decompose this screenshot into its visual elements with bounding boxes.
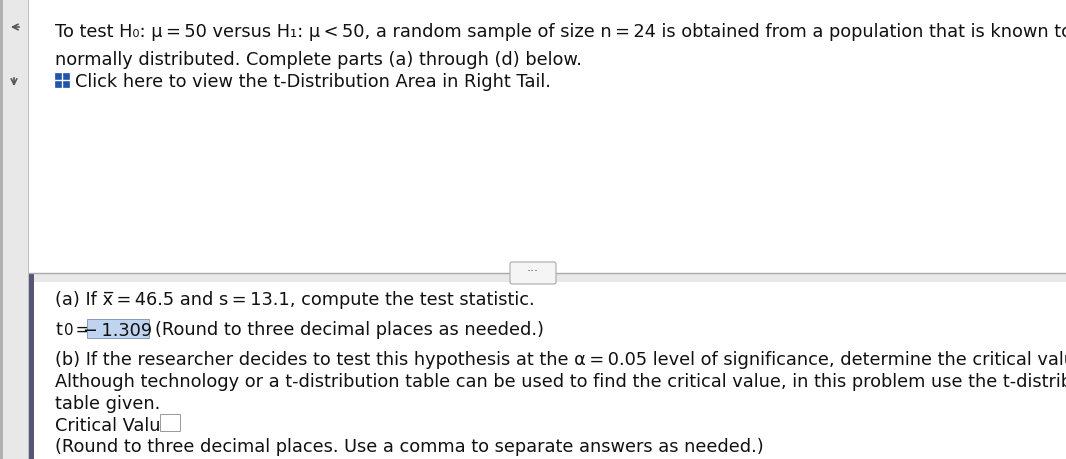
Text: Critical Value:: Critical Value: [55,417,178,435]
Bar [55,73,69,87]
Text: =: = [72,321,91,339]
Text: Click here to view the t-Distribution Area in Right Tail.: Click here to view the t-Distribution Ar… [75,73,551,91]
Text: Although technology or a t-distribution table can be used to find the critical v: Although technology or a t-distribution … [55,373,1066,391]
Text: (Round to three decimal places. Use a comma to separate answers as needed.): (Round to three decimal places. Use a co… [55,438,763,456]
Text: (Round to three decimal places as needed.): (Round to three decimal places as needed… [155,321,544,339]
Text: ···: ··· [527,265,539,279]
Text: − 1.309: − 1.309 [83,322,152,340]
Bar [87,319,149,338]
Text: table given.: table given. [55,395,160,413]
Text: normally distributed. Complete parts (a) through (d) below.: normally distributed. Complete parts (a)… [55,51,582,69]
FancyBboxPatch shape [510,262,556,284]
Bar [160,414,180,431]
Text: 0: 0 [64,323,74,338]
Text: t: t [55,321,62,339]
Bar [29,282,1066,459]
Text: (b) If the researcher decides to test this hypothesis at the α = 0.05 level of s: (b) If the researcher decides to test th… [55,351,1066,369]
Text: (a) If x̅ = 46.5 and s = 13.1, compute the test statistic.: (a) If x̅ = 46.5 and s = 13.1, compute t… [55,291,535,309]
Bar [29,274,34,459]
Text: To test H₀: μ = 50 versus H₁: μ < 50, a random sample of size n = 24 is obtained: To test H₀: μ = 50 versus H₁: μ < 50, a … [55,23,1066,41]
Bar [29,0,1066,274]
Bar [0,0,3,459]
